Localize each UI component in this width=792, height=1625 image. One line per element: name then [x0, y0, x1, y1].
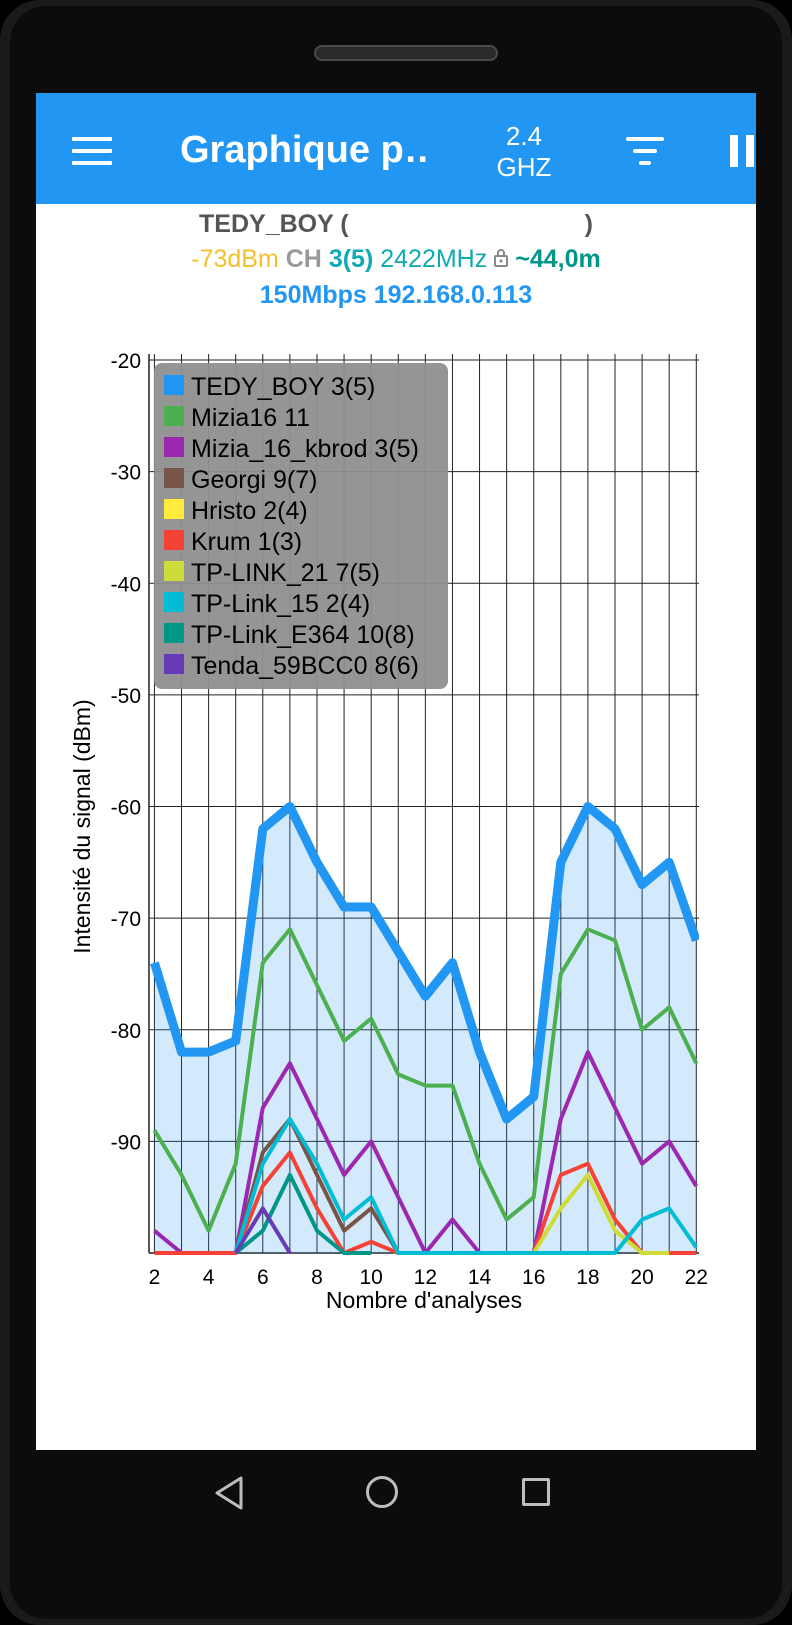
series-line — [233, 1117, 698, 1255]
x-tick-label: 4 — [203, 1266, 215, 1289]
legend-label: Mizia16 11 — [191, 404, 310, 432]
legend-swatch — [164, 375, 184, 395]
open-paren: ( — [340, 210, 349, 238]
band-toggle-button[interactable]: 2.4 GHZ — [484, 121, 564, 183]
signal-strength: -73dBm — [191, 245, 279, 273]
legend-swatch — [164, 437, 184, 457]
ssid: TEDY_BOY — [199, 210, 334, 238]
pause-icon[interactable] — [730, 135, 756, 167]
legend-label: TEDY_BOY 3(5) — [191, 373, 375, 401]
back-triangle-icon[interactable] — [214, 1476, 244, 1515]
x-tick-label: 8 — [311, 1266, 323, 1289]
y-axis-label: Intensité du signal (dBm) — [69, 699, 95, 953]
distance: ~44,0m — [515, 245, 601, 273]
app-screen: Graphique p… 2.4 GHZ TEDY_BOY () -73dBm … — [36, 93, 756, 1450]
app-bar: Graphique p… 2.4 GHZ — [36, 93, 756, 204]
legend-label: Krum 1(3) — [191, 528, 302, 556]
x-tick-label: 18 — [576, 1266, 599, 1289]
recent-apps-square-icon[interactable] — [522, 1478, 550, 1506]
x-tick-label: 22 — [685, 1266, 708, 1289]
series-area-fill — [154, 806, 697, 1253]
series-line — [152, 927, 699, 1233]
legend-swatch — [164, 406, 184, 426]
legend-label: TP-Link_15 2(4) — [191, 590, 370, 618]
filter-icon[interactable] — [626, 137, 664, 165]
series-line — [233, 1117, 400, 1255]
y-tick-label: -90 — [111, 1131, 141, 1154]
speed-ip-line: 150Mbps 192.168.0.113 — [259, 281, 533, 309]
y-tick-label: -30 — [111, 462, 141, 485]
y-tick-label: -50 — [111, 685, 141, 708]
legend-label: TP-LINK_21 7(5) — [191, 559, 380, 587]
frequency: 2422MHz — [380, 245, 488, 273]
legend-label: Mizia_16_kbrod 3(5) — [191, 435, 419, 463]
channel-label: CH — [285, 245, 322, 273]
lock-icon — [493, 246, 509, 275]
series-line — [233, 1206, 292, 1255]
legend-swatch — [164, 468, 184, 488]
channel-value: 3(5) — [328, 245, 374, 273]
page-title: Graphique p… — [180, 129, 430, 171]
bssid-redaction — [348, 211, 585, 240]
band-unit: GHZ — [496, 152, 552, 182]
x-tick-label: 6 — [257, 1266, 269, 1289]
legend-label: Hristo 2(4) — [191, 497, 308, 525]
signal-info-line: -73dBm CH 3(5) 2422MHz ~44,0m — [36, 245, 756, 275]
x-tick-label: 16 — [522, 1266, 545, 1289]
y-tick-label: -20 — [111, 350, 141, 373]
legend-swatch — [164, 592, 184, 612]
legend-swatch — [164, 561, 184, 581]
y-tick-label: -70 — [111, 908, 141, 931]
band-value: 2.4 — [505, 121, 543, 151]
series-line — [150, 802, 699, 1124]
x-tick-label: 10 — [359, 1266, 382, 1289]
legend-swatch — [164, 623, 184, 643]
series-line — [532, 1172, 670, 1255]
legend-swatch — [164, 654, 184, 674]
legend-box — [154, 363, 448, 689]
legend-swatch — [164, 499, 184, 519]
hamburger-menu-icon[interactable] — [72, 137, 112, 165]
y-tick-label: -80 — [111, 1020, 141, 1043]
connected-network-line: TEDY_BOY () — [36, 210, 756, 240]
system-navigation-bar — [36, 1450, 756, 1540]
y-tick-label: -40 — [111, 573, 141, 596]
x-axis-label: Nombre d'analyses — [326, 1287, 522, 1313]
legend-label: TP-Link_E364 10(8) — [191, 621, 415, 649]
earpiece-speaker — [314, 45, 498, 61]
x-tick-label: 20 — [630, 1266, 653, 1289]
legend-swatch — [164, 530, 184, 550]
x-tick-label: 2 — [149, 1266, 161, 1289]
signal-strength-chart: -20 -30 -40 -50 -60 -70 -80 -90 2 4 6 8 10 12 14 16 18 20… — [69, 350, 708, 1313]
y-tick-label: -60 — [111, 797, 141, 820]
close-paren: ) — [584, 210, 593, 238]
series-line — [234, 1172, 372, 1255]
legend-label: Georgi 9(7) — [191, 466, 317, 494]
x-tick-label: 14 — [468, 1266, 492, 1289]
home-circle-icon[interactable] — [366, 1476, 398, 1508]
x-tick-label: 12 — [414, 1266, 437, 1289]
legend-label: Tenda_59BCC0 8(6) — [191, 652, 419, 680]
